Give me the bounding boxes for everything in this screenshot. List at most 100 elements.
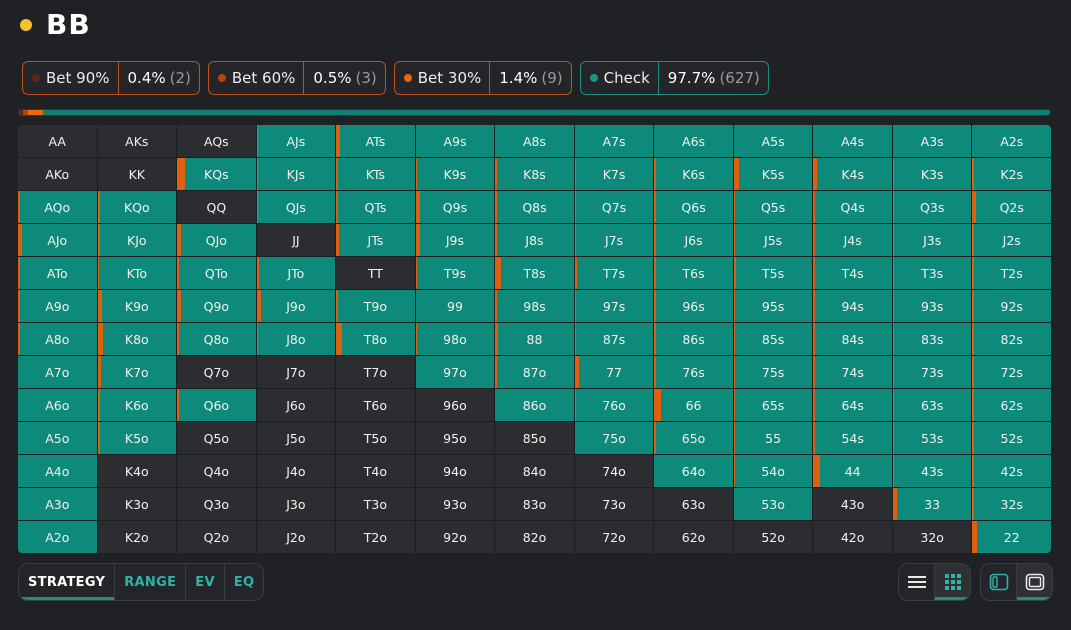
hand-cell[interactable]: J6s bbox=[654, 224, 733, 256]
hand-cell[interactable]: 32s bbox=[972, 488, 1051, 520]
hand-cell[interactable]: A4s bbox=[813, 125, 892, 157]
hand-cell[interactable]: 96o bbox=[415, 389, 495, 421]
hand-cell[interactable]: TT bbox=[336, 257, 415, 289]
hand-cell[interactable]: JTs bbox=[336, 224, 415, 256]
hand-cell[interactable]: A5o bbox=[18, 422, 97, 454]
hand-cell[interactable]: K9s bbox=[415, 158, 495, 190]
hand-cell[interactable]: 65o bbox=[654, 422, 733, 454]
hand-cell[interactable]: 75s bbox=[733, 356, 813, 388]
hand-cell[interactable]: Q9o bbox=[177, 290, 256, 322]
hand-cell[interactable]: 73o bbox=[574, 488, 654, 520]
action-chip-bet30[interactable]: Bet 30% 1.4% (9) bbox=[393, 61, 572, 95]
hand-cell[interactable]: J8o bbox=[256, 323, 336, 355]
hand-cell[interactable]: J4s bbox=[813, 224, 892, 256]
hand-cell[interactable]: 87o bbox=[495, 356, 574, 388]
hand-cell[interactable]: 96s bbox=[654, 290, 733, 322]
hand-cell[interactable]: Q6s bbox=[654, 191, 733, 223]
hand-cell[interactable]: 86s bbox=[654, 323, 733, 355]
action-chip-bet90[interactable]: Bet 90% 0.4% (2) bbox=[22, 61, 200, 95]
hand-cell[interactable]: Q2o bbox=[177, 521, 256, 553]
hand-cell[interactable]: AJs bbox=[256, 125, 336, 157]
hand-cell[interactable]: A6o bbox=[18, 389, 97, 421]
hand-cell[interactable]: T4o bbox=[336, 455, 415, 487]
hand-cell[interactable]: 95s bbox=[733, 290, 813, 322]
hand-cell[interactable]: AQo bbox=[18, 191, 97, 223]
hand-cell[interactable]: K7s bbox=[574, 158, 654, 190]
hand-cell[interactable]: 54s bbox=[813, 422, 892, 454]
hand-cell[interactable]: 54o bbox=[733, 455, 813, 487]
hand-cell[interactable]: Q6o bbox=[177, 389, 256, 421]
hand-cell[interactable]: 85o bbox=[495, 422, 574, 454]
grid-view-button[interactable] bbox=[934, 564, 970, 600]
hand-cell[interactable]: QTo bbox=[177, 257, 256, 289]
hand-cell[interactable]: QJo bbox=[177, 224, 256, 256]
hand-cell[interactable]: K4o bbox=[97, 455, 177, 487]
hand-cell[interactable]: 76o bbox=[574, 389, 654, 421]
hand-cell[interactable]: 97s bbox=[574, 290, 654, 322]
hand-cell[interactable]: KQo bbox=[97, 191, 177, 223]
hand-cell[interactable]: A7o bbox=[18, 356, 97, 388]
hand-cell[interactable]: 55 bbox=[733, 422, 813, 454]
hand-cell[interactable]: T7o bbox=[336, 356, 415, 388]
hand-cell[interactable]: 72s bbox=[972, 356, 1051, 388]
hand-cell[interactable]: J4o bbox=[256, 455, 336, 487]
panel-left-button[interactable] bbox=[981, 564, 1016, 600]
hand-cell[interactable]: KJs bbox=[256, 158, 336, 190]
hand-cell[interactable]: J3s bbox=[892, 224, 972, 256]
hand-cell[interactable]: T4s bbox=[813, 257, 892, 289]
hand-cell[interactable]: QQ bbox=[177, 191, 256, 223]
hand-cell[interactable]: J5o bbox=[256, 422, 336, 454]
hand-cell[interactable]: 43s bbox=[892, 455, 972, 487]
hand-cell[interactable]: 76s bbox=[654, 356, 733, 388]
hand-cell[interactable]: T3s bbox=[892, 257, 972, 289]
hand-cell[interactable]: Q7s bbox=[574, 191, 654, 223]
hand-cell[interactable]: Q9s bbox=[415, 191, 495, 223]
hand-cell[interactable]: 84o bbox=[495, 455, 574, 487]
hand-cell[interactable]: K4s bbox=[813, 158, 892, 190]
hand-cell[interactable]: JJ bbox=[256, 224, 336, 256]
hand-cell[interactable]: 98o bbox=[415, 323, 495, 355]
hand-cell[interactable]: 42o bbox=[813, 521, 892, 553]
hand-cell[interactable]: 53o bbox=[733, 488, 813, 520]
hand-cell[interactable]: AQs bbox=[177, 125, 256, 157]
hand-cell[interactable]: K9o bbox=[97, 290, 177, 322]
hand-cell[interactable]: T8s bbox=[495, 257, 574, 289]
hand-cell[interactable]: Q5o bbox=[177, 422, 256, 454]
hand-cell[interactable]: A7s bbox=[574, 125, 654, 157]
hand-cell[interactable]: K5s bbox=[733, 158, 813, 190]
hand-cell[interactable]: 83s bbox=[892, 323, 972, 355]
hand-cell[interactable]: 66 bbox=[654, 389, 733, 421]
hand-cell[interactable]: J7s bbox=[574, 224, 654, 256]
hand-cell[interactable]: 64o bbox=[654, 455, 733, 487]
hand-cell[interactable]: 85s bbox=[733, 323, 813, 355]
hand-cell[interactable]: J2s bbox=[972, 224, 1051, 256]
hand-cell[interactable]: Q2s bbox=[972, 191, 1051, 223]
hand-cell[interactable]: 95o bbox=[415, 422, 495, 454]
hand-cell[interactable]: J8s bbox=[495, 224, 574, 256]
hand-cell[interactable]: KTs bbox=[336, 158, 415, 190]
hand-cell[interactable]: 65s bbox=[733, 389, 813, 421]
hand-cell[interactable]: 94s bbox=[813, 290, 892, 322]
tab-ev[interactable]: EV bbox=[186, 564, 225, 600]
hand-cell[interactable]: A6s bbox=[654, 125, 733, 157]
hand-cell[interactable]: K7o bbox=[97, 356, 177, 388]
hand-cell[interactable]: T6s bbox=[654, 257, 733, 289]
hand-cell[interactable]: T8o bbox=[336, 323, 415, 355]
hand-cell[interactable]: 92o bbox=[415, 521, 495, 553]
hand-cell[interactable]: AA bbox=[18, 125, 97, 157]
hand-cell[interactable]: 73s bbox=[892, 356, 972, 388]
hand-cell[interactable]: A5s bbox=[733, 125, 813, 157]
hand-cell[interactable]: J2o bbox=[256, 521, 336, 553]
hand-cell[interactable]: 75o bbox=[574, 422, 654, 454]
tab-range[interactable]: RANGE bbox=[115, 564, 187, 600]
hand-cell[interactable]: J9o bbox=[256, 290, 336, 322]
hand-cell[interactable]: JTo bbox=[256, 257, 336, 289]
hand-cell[interactable]: T2o bbox=[336, 521, 415, 553]
hand-cell[interactable]: 84s bbox=[813, 323, 892, 355]
hand-cell[interactable]: 87s bbox=[574, 323, 654, 355]
hand-cell[interactable]: K6s bbox=[654, 158, 733, 190]
hand-cell[interactable]: 92s bbox=[972, 290, 1051, 322]
hand-cell[interactable]: 97o bbox=[415, 356, 495, 388]
hand-cell[interactable]: 63s bbox=[892, 389, 972, 421]
hand-cell[interactable]: K6o bbox=[97, 389, 177, 421]
